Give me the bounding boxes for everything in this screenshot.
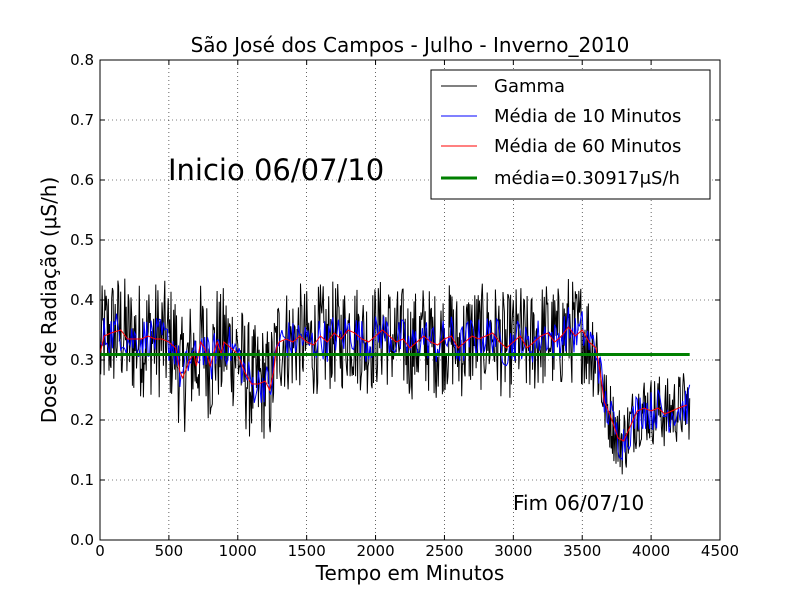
- y-tick-label: 0.1: [70, 471, 94, 489]
- legend-label-gamma: Gamma: [494, 76, 565, 97]
- x-tick-label: 2500: [425, 542, 463, 560]
- x-tick-label: 0: [95, 542, 105, 560]
- legend-label-mean: média=0.30917μS/h: [494, 168, 680, 189]
- axis-ticks: 0 500 1000 1500 2000 2500 3000 3500 4000 4500 0.0 0…: [70, 51, 739, 560]
- x-tick-label: 500: [155, 542, 184, 560]
- y-tick-label: 0.8: [70, 51, 94, 69]
- x-tick-label: 3500: [563, 542, 601, 560]
- x-axis-label: Tempo em Minutos: [315, 561, 505, 585]
- x-tick-label: 1000: [219, 542, 257, 560]
- x-tick-label: 1500: [288, 542, 326, 560]
- series-gamma-line: [100, 278, 691, 475]
- y-tick-label: 0.7: [70, 111, 94, 129]
- chart-title: São José dos Campos - Julho - Inverno_20…: [191, 33, 630, 57]
- x-tick-label: 3000: [494, 542, 532, 560]
- y-tick-label: 0.6: [70, 171, 94, 189]
- y-tick-label: 0.0: [70, 531, 94, 549]
- series-media-60-min-line: [100, 326, 688, 442]
- annotation-inicio: Inicio 06/07/10: [168, 153, 384, 187]
- legend-label-media-10: Média de 10 Minutos: [494, 106, 681, 127]
- series-media-10-min-line: [100, 307, 691, 461]
- series-layer: [100, 278, 691, 475]
- y-tick-label: 0.4: [70, 291, 94, 309]
- x-tick-label: 4500: [701, 542, 739, 560]
- y-axis-label: Dose de Radiação (μS/h): [37, 177, 61, 424]
- annotation-fim: Fim 06/07/10: [513, 491, 644, 515]
- x-tick-label: 2000: [356, 542, 394, 560]
- y-tick-label: 0.3: [70, 351, 94, 369]
- legend-label-media-60: Média de 60 Minutos: [494, 136, 681, 157]
- legend-box: [430, 69, 711, 200]
- x-tick-label: 4000: [632, 542, 670, 560]
- y-tick-label: 0.5: [70, 231, 94, 249]
- y-tick-label: 0.2: [70, 411, 94, 429]
- legend: Gamma Média de 10 Minutos Média de 60 Mi…: [430, 69, 711, 200]
